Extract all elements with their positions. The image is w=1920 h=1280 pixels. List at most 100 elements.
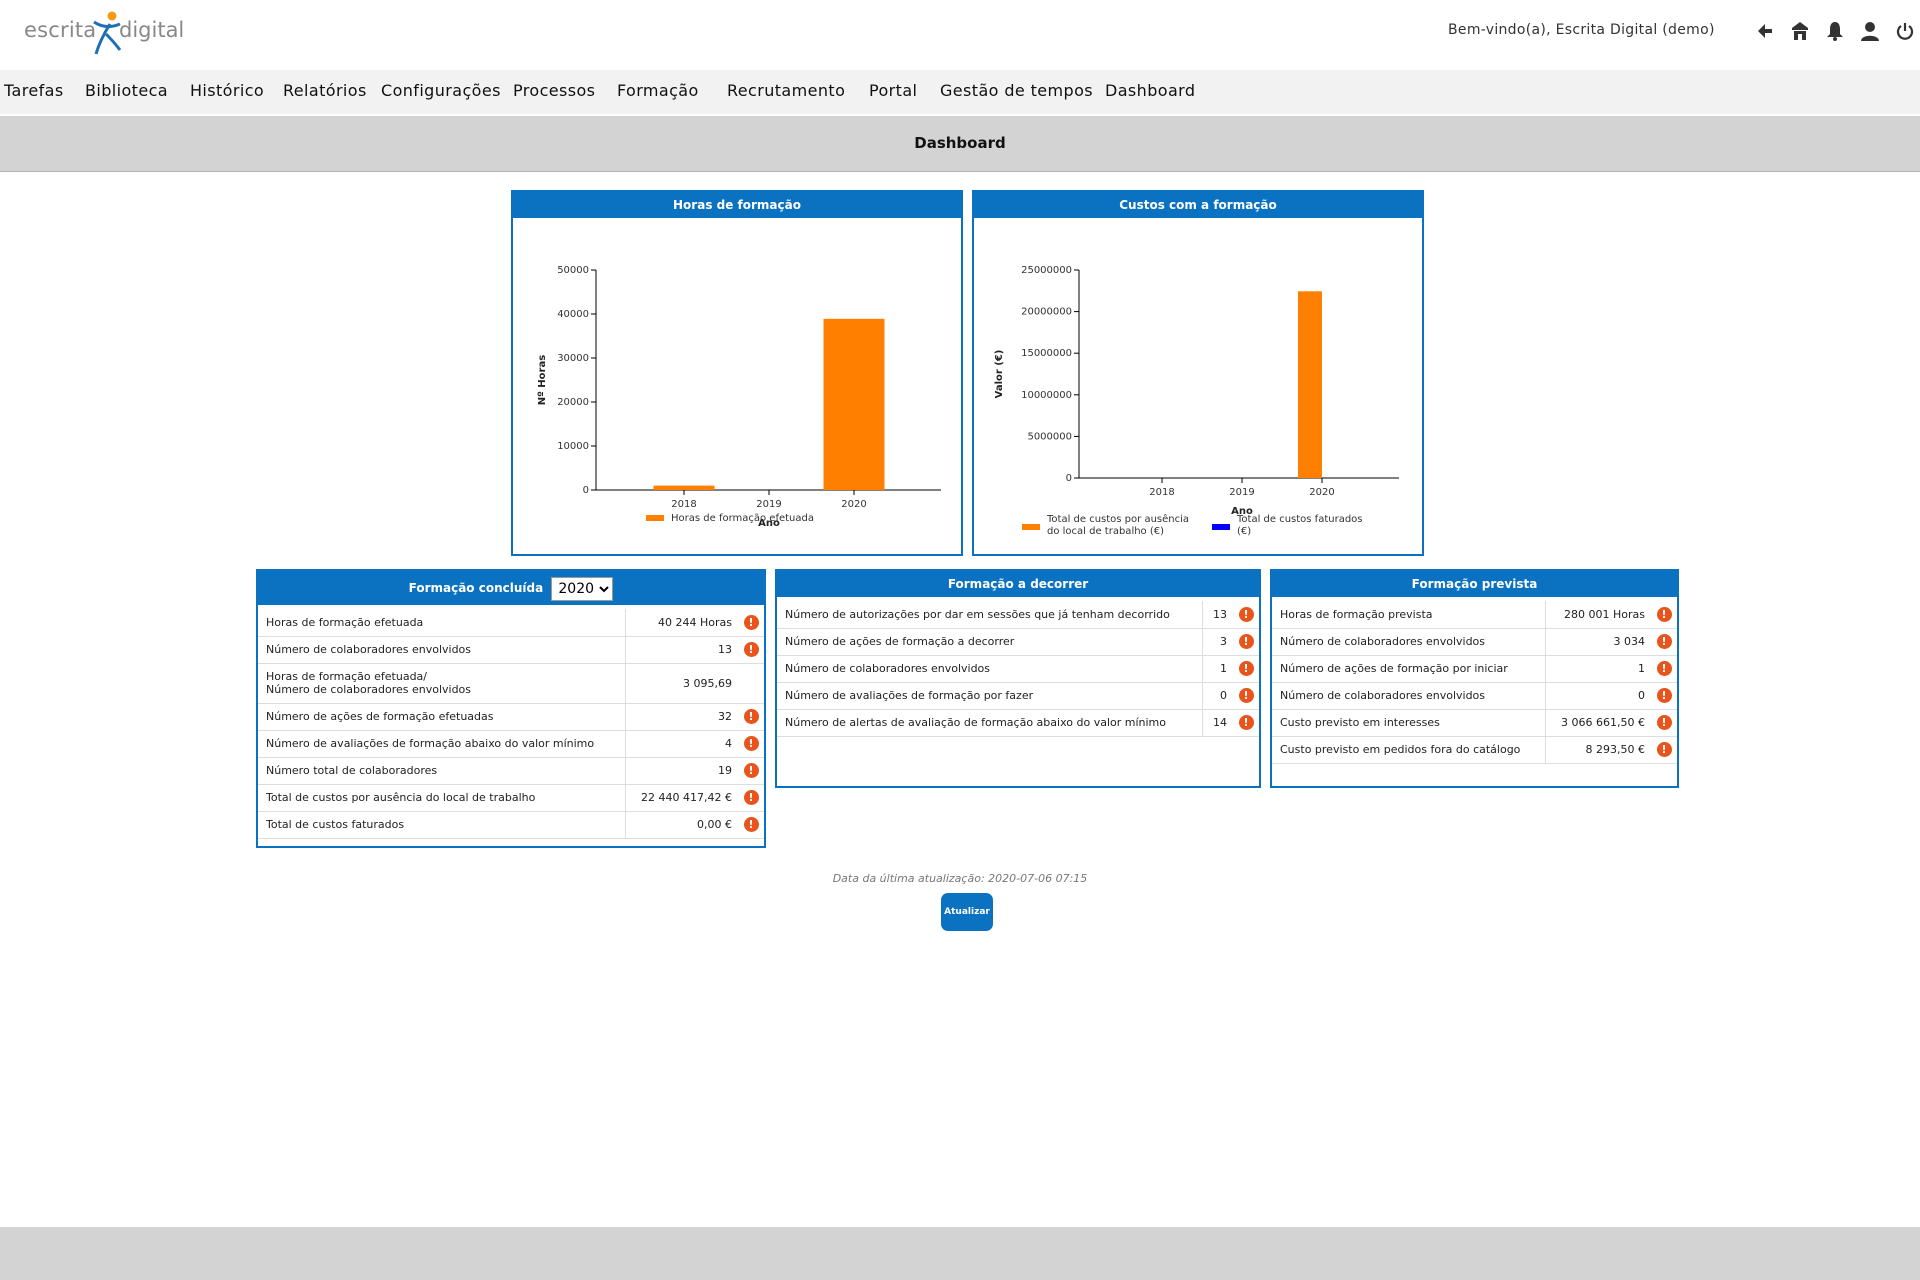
- info-icon[interactable]: !: [743, 790, 759, 805]
- row-label: Total de custos por ausência do local de…: [258, 784, 626, 812]
- row-value: 19: [625, 757, 738, 785]
- info-icon[interactable]: !: [1238, 606, 1254, 622]
- row-value: 3 066 661,50 €: [1545, 709, 1651, 737]
- row-info-cell: !: [1651, 682, 1677, 710]
- legend-label-line: (€): [1237, 526, 1251, 537]
- row-info-cell: !: [738, 730, 764, 758]
- info-icon[interactable]: !: [1656, 661, 1672, 676]
- row-label-text: Número de ações de formação efetuadas: [266, 710, 494, 723]
- y-tick-label: 0: [583, 485, 589, 496]
- welcome-text: Bem-vindo(a), Escrita Digital (demo): [1448, 22, 1715, 38]
- panel-header: Formação concluída 2020: [258, 571, 764, 605]
- info-icon[interactable]: !: [743, 763, 759, 778]
- app-logo[interactable]: escrita digital: [24, 10, 184, 58]
- row-label: Custo previsto em pedidos fora do catálo…: [1272, 736, 1547, 764]
- row-value: 280 001 Horas: [1545, 601, 1651, 629]
- arrow-left-icon[interactable]: [1752, 18, 1777, 44]
- power-icon[interactable]: [1892, 18, 1917, 44]
- info-icon[interactable]: !: [1656, 742, 1672, 757]
- row-label-text: Custo previsto em pedidos fora do catálo…: [1280, 743, 1521, 756]
- info-icon[interactable]: !: [1238, 715, 1254, 730]
- bar-2018: [653, 485, 715, 490]
- info-icon[interactable]: !: [1238, 688, 1254, 703]
- row-info-cell: !: [738, 811, 764, 839]
- home-icon[interactable]: [1787, 18, 1812, 44]
- info-icon[interactable]: !: [1656, 715, 1672, 730]
- nav-item-dashboard[interactable]: Dashboard: [1105, 81, 1196, 100]
- row-info-cell: !: [1233, 601, 1259, 629]
- y-tick-label: 10000: [557, 441, 589, 452]
- info-icon[interactable]: !: [1656, 634, 1672, 649]
- refresh-button[interactable]: Atualizar: [941, 893, 993, 931]
- row-label-text: Total de custos faturados: [266, 818, 405, 831]
- row-label: Custo previsto em interesses: [1272, 709, 1547, 737]
- table-row: Número de autorizações por dar em sessõe…: [777, 601, 1259, 629]
- info-icon[interactable]: !: [1656, 606, 1672, 622]
- info-icon[interactable]: !: [743, 817, 759, 832]
- x-tick-label: 2019: [756, 499, 781, 510]
- nav-item-gestao-de-tempos[interactable]: Gestão de tempos: [940, 81, 1094, 100]
- row-label: Número de colaboradores envolvidos: [258, 636, 626, 664]
- row-label: Número de colaboradores envolvidos: [1272, 628, 1547, 656]
- row-value: 0,00 €: [625, 811, 738, 839]
- table-row: Total de custos por ausência do local de…: [258, 784, 764, 812]
- row-value: 40 244 Horas: [625, 609, 738, 637]
- user-icon[interactable]: [1857, 18, 1882, 44]
- row-label-text: Número de colaboradores envolvidos: [266, 643, 472, 656]
- info-icon[interactable]: !: [743, 614, 759, 630]
- bell-icon[interactable]: [1822, 18, 1847, 44]
- chart-title: Custos com a formação: [974, 192, 1422, 218]
- table-row: Número de ações de formação por iniciar 1…: [1272, 655, 1677, 683]
- info-icon[interactable]: !: [1238, 634, 1254, 649]
- info-icon[interactable]: !: [743, 709, 759, 724]
- table-row: Total de custos faturados 0,00 €!: [258, 811, 764, 839]
- year-select[interactable]: 2020: [551, 576, 614, 601]
- x-axis-label: Ano: [758, 518, 780, 529]
- nav-item-biblioteca[interactable]: Biblioteca: [85, 81, 168, 100]
- table-row: Número de colaboradores envolvidos 1!: [777, 655, 1259, 683]
- nav-item-historico[interactable]: Histórico: [190, 81, 265, 100]
- y-tick-label: 10000000: [1021, 390, 1072, 401]
- nav-item-tarefas[interactable]: Tarefas: [4, 81, 64, 100]
- row-value: 0: [1545, 682, 1651, 710]
- row-label-text: Número de colaboradores envolvidos: [785, 662, 991, 675]
- y-tick-label: 20000000: [1021, 307, 1072, 318]
- row-label: Número de alertas de avaliação de formaç…: [777, 709, 1204, 737]
- row-value: 3 034: [1545, 628, 1651, 656]
- row-label-text: Número de ações de formação a decorrer: [785, 635, 1015, 648]
- row-info-cell: [738, 663, 764, 704]
- y-tick-label: 50000: [557, 265, 589, 276]
- row-label: Número total de colaboradores: [258, 757, 626, 785]
- info-icon[interactable]: !: [1656, 688, 1672, 703]
- info-icon[interactable]: !: [1238, 661, 1254, 676]
- row-label-text: Número de colaboradores envolvidos: [1280, 635, 1486, 648]
- legend-label: Horas de formação efetuada: [671, 513, 814, 524]
- nav-item-processos[interactable]: Processos: [513, 81, 596, 100]
- table-row: Número de colaboradores envolvidos 0!: [1272, 682, 1677, 710]
- y-tick-label: 30000: [557, 353, 589, 364]
- nav-item-formacao[interactable]: Formação: [617, 81, 699, 100]
- nav-item-configuracoes[interactable]: Configurações: [381, 81, 501, 100]
- info-icon[interactable]: !: [743, 736, 759, 751]
- nav-item-portal[interactable]: Portal: [869, 81, 918, 100]
- nav-item-relatorios[interactable]: Relatórios: [283, 81, 367, 100]
- x-tick-label: 2019: [1229, 487, 1254, 498]
- nav-item-recrutamento[interactable]: Recrutamento: [727, 81, 846, 100]
- chart-custos-svg: 0 5000000 10000000 15000000 20000000 25000000…: [994, 265, 1399, 537]
- row-value: 3: [1202, 628, 1233, 656]
- info-icon[interactable]: !: [743, 642, 759, 657]
- panel-formacao-concluida: Formação concluída 2020 Horas de formaçã…: [256, 569, 766, 848]
- last-update-text: Data da última atualização: 2020-07-06 0…: [832, 872, 1088, 885]
- logo-figure-icon: [93, 11, 122, 55]
- row-info-cell: !: [1651, 601, 1677, 629]
- bar-2020: [823, 318, 885, 490]
- y-tick-label: 25000000: [1021, 265, 1072, 276]
- row-info-cell: !: [1651, 628, 1677, 656]
- table-row: Número total de colaboradores 19!: [258, 757, 764, 785]
- kpi-table-decorrer: Número de autorizações por dar em sessõe…: [777, 601, 1259, 737]
- top-header: escrita digital Bem-vindo(a), Escrita Di…: [0, 0, 1920, 68]
- table-row: Número de ações de formação a decorrer 3!: [777, 628, 1259, 656]
- chart-horas-svg: 0 10000 20000 30000 40000 50000 2018 2019 2020 An…: [537, 265, 941, 529]
- x-tick-label: 2018: [671, 499, 696, 510]
- row-value: 1: [1545, 655, 1651, 683]
